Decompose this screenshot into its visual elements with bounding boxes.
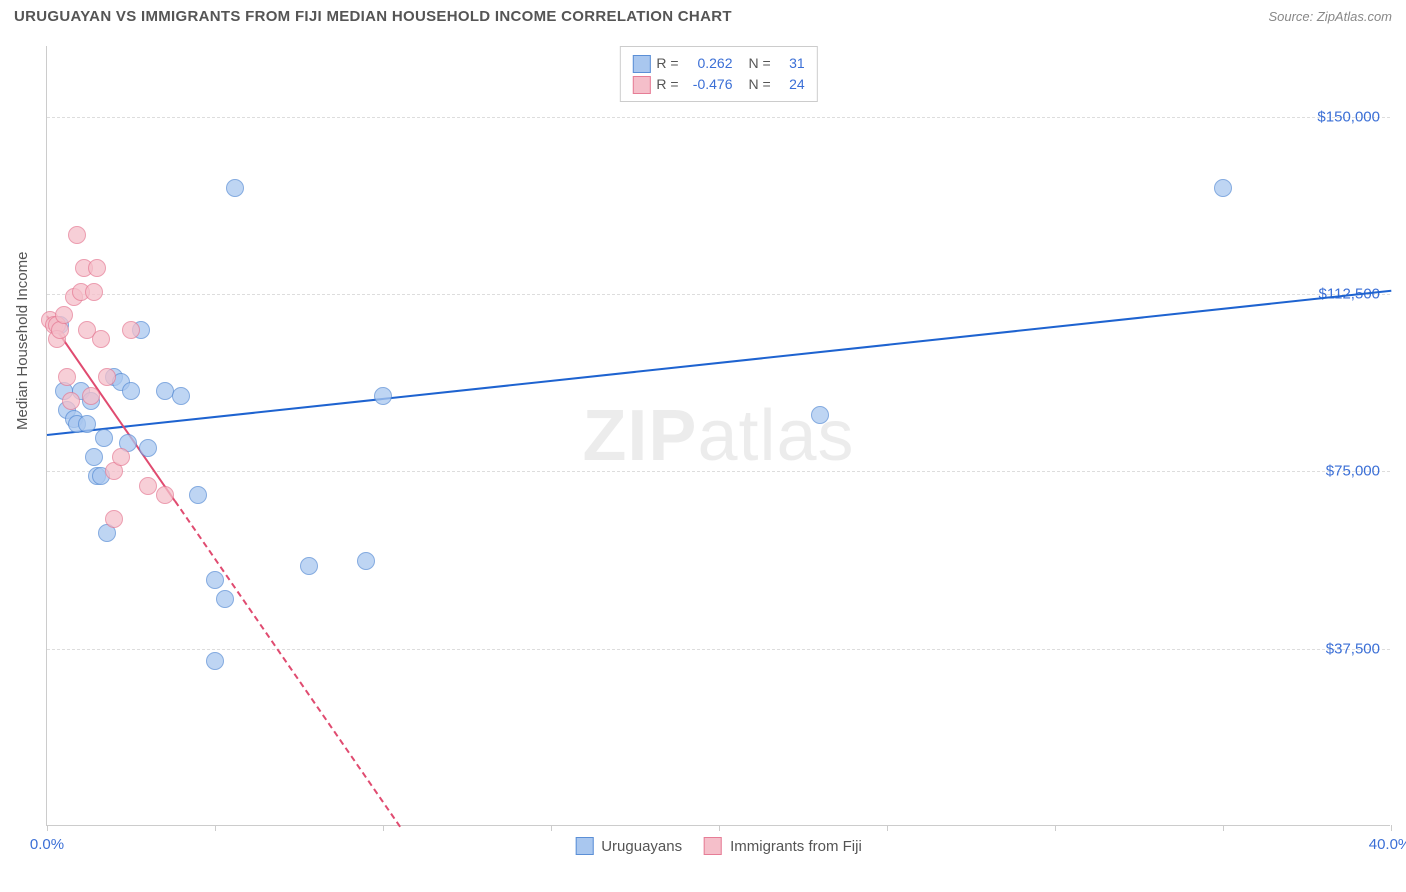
r-value: 0.262 [685, 53, 733, 74]
gridline [47, 294, 1390, 295]
chart-header: URUGUAYAN VS IMMIGRANTS FROM FIJI MEDIAN… [0, 0, 1406, 31]
x-min-label: 0.0% [30, 836, 64, 853]
y-tick-label: $75,000 [1326, 463, 1380, 480]
data-point [1214, 179, 1232, 197]
data-point [374, 387, 392, 405]
legend-label: Uruguayans [601, 838, 682, 855]
chart-title: URUGUAYAN VS IMMIGRANTS FROM FIJI MEDIAN… [14, 8, 732, 25]
gridline [47, 117, 1390, 118]
x-tick [215, 825, 216, 831]
data-point [58, 368, 76, 386]
data-point [88, 259, 106, 277]
r-value: -0.476 [685, 74, 733, 95]
data-point [139, 439, 157, 457]
data-point [357, 552, 375, 570]
data-point [216, 590, 234, 608]
x-tick [719, 825, 720, 831]
data-point [55, 306, 73, 324]
y-tick-label: $150,000 [1317, 108, 1380, 125]
data-point [62, 392, 80, 410]
data-point [98, 368, 116, 386]
data-point [811, 406, 829, 424]
data-point [122, 321, 140, 339]
data-point [156, 486, 174, 504]
legend-row: R = 0.262 N = 31 [632, 53, 804, 74]
y-tick-label: $37,500 [1326, 640, 1380, 657]
data-point [112, 448, 130, 466]
x-tick [383, 825, 384, 831]
data-point [122, 382, 140, 400]
data-point [206, 652, 224, 670]
data-point [226, 179, 244, 197]
y-axis-title: Median Household Income [14, 252, 31, 430]
scatter-chart: ZIPatlas $37,500$75,000$112,500$150,0000… [46, 46, 1390, 826]
x-tick [1055, 825, 1056, 831]
data-point [156, 382, 174, 400]
gridline [47, 649, 1390, 650]
data-point [206, 571, 224, 589]
r-label: R = [656, 53, 678, 74]
series-legend: Uruguayans Immigrants from Fiji [575, 837, 862, 855]
x-tick [551, 825, 552, 831]
legend-swatch [575, 837, 593, 855]
n-label: N = [749, 74, 771, 95]
legend-item: Immigrants from Fiji [704, 837, 862, 855]
trend-line [47, 289, 1391, 435]
data-point [82, 387, 100, 405]
data-point [139, 477, 157, 495]
data-point [92, 330, 110, 348]
x-tick [1223, 825, 1224, 831]
x-tick [1391, 825, 1392, 831]
data-point [189, 486, 207, 504]
x-max-label: 40.0% [1369, 836, 1406, 853]
legend-label: Immigrants from Fiji [730, 838, 862, 855]
data-point [300, 557, 318, 575]
n-value: 24 [777, 74, 805, 95]
legend-row: R = -0.476 N = 24 [632, 74, 804, 95]
data-point [78, 415, 96, 433]
n-value: 31 [777, 53, 805, 74]
data-point [172, 387, 190, 405]
n-label: N = [749, 53, 771, 74]
data-point [85, 283, 103, 301]
legend-swatch [632, 55, 650, 73]
data-point [85, 448, 103, 466]
x-tick [887, 825, 888, 831]
correlation-legend: R = 0.262 N = 31 R = -0.476 N = 24 [619, 46, 817, 102]
data-point [95, 429, 113, 447]
gridline [47, 471, 1390, 472]
r-label: R = [656, 74, 678, 95]
chart-source: Source: ZipAtlas.com [1268, 9, 1392, 24]
data-point [105, 510, 123, 528]
legend-swatch [704, 837, 722, 855]
data-point [68, 226, 86, 244]
legend-swatch [632, 76, 650, 94]
legend-item: Uruguayans [575, 837, 682, 855]
x-tick [47, 825, 48, 831]
